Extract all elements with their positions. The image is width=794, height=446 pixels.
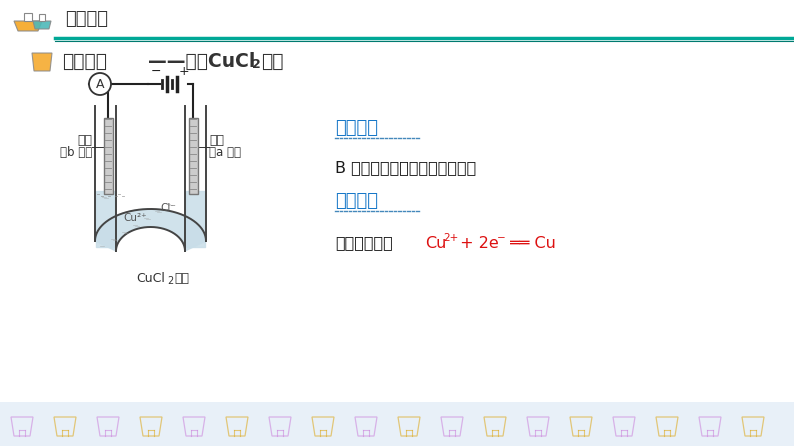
Text: 溶液: 溶液 (175, 272, 190, 285)
Text: 实验分析: 实验分析 (335, 192, 378, 210)
Text: B 极上逐渐覆盖了一层红色物质: B 极上逐渐覆盖了一层红色物质 (335, 161, 476, 175)
Text: 石墨: 石墨 (77, 135, 92, 148)
Text: 溶液: 溶液 (261, 51, 283, 70)
Polygon shape (32, 53, 52, 71)
Text: 析出金属铜：: 析出金属铜： (335, 235, 393, 251)
Text: −: − (151, 65, 161, 78)
Bar (189, 118, 198, 194)
Text: （b 极）: （b 极） (60, 146, 92, 160)
Bar (0, 402, 794, 446)
Bar (24, 13, 32, 21)
Bar (39, 14, 45, 21)
Polygon shape (14, 21, 42, 31)
Text: 知识精讲: 知识精讲 (65, 10, 108, 28)
Text: Cu: Cu (425, 235, 446, 251)
Text: 2: 2 (252, 58, 260, 71)
Text: 2+: 2+ (443, 233, 458, 243)
Text: 2: 2 (168, 276, 174, 286)
Text: +: + (179, 65, 189, 78)
Text: A: A (96, 78, 104, 91)
Text: 实验现象: 实验现象 (335, 119, 378, 137)
Text: （a 极）: （a 极） (209, 146, 241, 160)
Polygon shape (95, 209, 206, 251)
Text: 石墨: 石墨 (209, 135, 224, 148)
Text: 实验探究: 实验探究 (62, 51, 107, 70)
Bar (104, 118, 113, 194)
Text: Cu²⁺: Cu²⁺ (124, 213, 148, 223)
Text: + 2e: + 2e (455, 235, 499, 251)
Text: Cl⁻: Cl⁻ (160, 203, 176, 213)
Text: ——电解CuCl: ——电解CuCl (148, 51, 256, 70)
Text: −: − (497, 233, 506, 243)
Polygon shape (33, 21, 51, 29)
Circle shape (89, 73, 111, 95)
Text: CuCl: CuCl (136, 272, 165, 285)
Text: ══ Cu: ══ Cu (505, 235, 556, 251)
